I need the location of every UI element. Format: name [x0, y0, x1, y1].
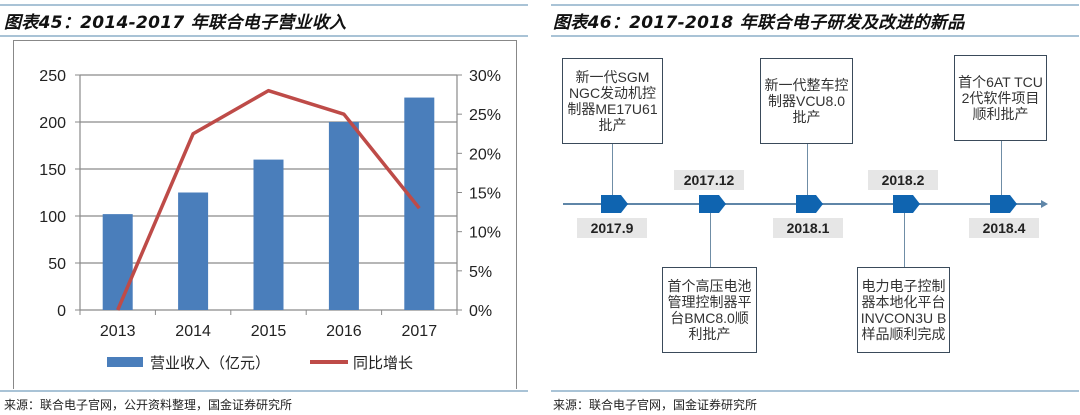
x-tick-label: 2017: [402, 323, 438, 340]
legend-bar-label: 营业收入（亿元）: [150, 354, 270, 372]
left-source: 来源：联合电子官网，公开资料整理，国金证券研究所: [4, 398, 293, 412]
event-box: 首个6AT TCU 2代软件项目顺利批产: [954, 55, 1047, 141]
connector: [1001, 140, 1002, 203]
revenue-chart: 0 50 100 150 200 250 0% 5% 10% 15% 20% 25% 30% 2013 20…: [39, 68, 501, 372]
left-bottom-rule: [0, 390, 528, 392]
x-tick-label: 2016: [326, 323, 362, 340]
event-date: 2017.12: [674, 170, 744, 190]
timeline-marker-icon: [601, 195, 628, 213]
y-left-tick-label: 200: [39, 115, 66, 132]
y-right-tick-label: 0%: [469, 303, 492, 320]
connector: [904, 205, 905, 267]
left-title-rule: [0, 35, 528, 37]
left-title: 图表45：2014-2017 年联合电子营业收入: [4, 13, 347, 33]
event-date: 2018.2: [868, 170, 938, 190]
y-right-tick-label: 5%: [469, 264, 492, 281]
y-left-tick-label: 0: [57, 303, 66, 320]
y-right-tick-label: 25%: [469, 107, 501, 124]
y-right-tick-label: 20%: [469, 146, 501, 163]
event-date: 2017.9: [577, 218, 647, 238]
bar-2017: [404, 97, 435, 310]
y-right-tick-label: 10%: [469, 225, 501, 242]
event-date: 2018.1: [773, 218, 843, 238]
event-box: 电力电子控制器本地化平台INVCON3U B样品顺利完成: [857, 267, 950, 353]
y-right-tick-label: 15%: [469, 186, 501, 203]
timeline-marker-icon: [699, 195, 726, 213]
connector: [612, 143, 613, 203]
event-box: 新一代整车控制器VCU8.0批产: [760, 58, 853, 144]
bar-2015: [253, 159, 284, 310]
legend-bar-swatch: [107, 357, 143, 367]
timeline-arrow-icon: [1041, 200, 1048, 208]
left-top-rule: [0, 4, 528, 6]
right-title: 图表46：2017-2018 年联合电子研发及改进的新品: [553, 13, 965, 33]
y-left-tick-label: 100: [39, 209, 66, 226]
bar-2016: [328, 122, 359, 310]
legend-line-label: 同比增长: [353, 354, 413, 372]
y-left-tick-label: 150: [39, 162, 66, 179]
timeline-marker-icon: [990, 195, 1017, 213]
chart-frame: [13, 40, 517, 389]
x-tick-label: 2015: [251, 323, 287, 340]
event-box: 新一代SGM NGC发动机控制器ME17U61批产: [562, 58, 663, 144]
timeline-marker-icon: [796, 195, 823, 213]
event-box: 首个高压电池管理控制器平台BMC8.0顺利批产: [662, 267, 757, 353]
bar-2013: [102, 214, 133, 310]
timeline-marker-icon: [893, 195, 920, 213]
connector: [710, 205, 711, 267]
y-left-tick-label: 50: [48, 256, 66, 273]
right-bottom-rule: [551, 390, 1079, 392]
right-title-rule: [551, 35, 1079, 37]
connector: [807, 143, 808, 203]
y-left-tick-label: 250: [39, 68, 66, 85]
right-source: 来源：联合电子官网，国金证券研究所: [553, 398, 758, 412]
y-right-tick-label: 30%: [469, 68, 501, 85]
x-tick-label: 2013: [100, 323, 136, 340]
event-date: 2018.4: [969, 218, 1039, 238]
right-top-rule: [551, 4, 1079, 6]
bar-2014: [178, 192, 209, 310]
x-tick-label: 2014: [175, 323, 211, 340]
